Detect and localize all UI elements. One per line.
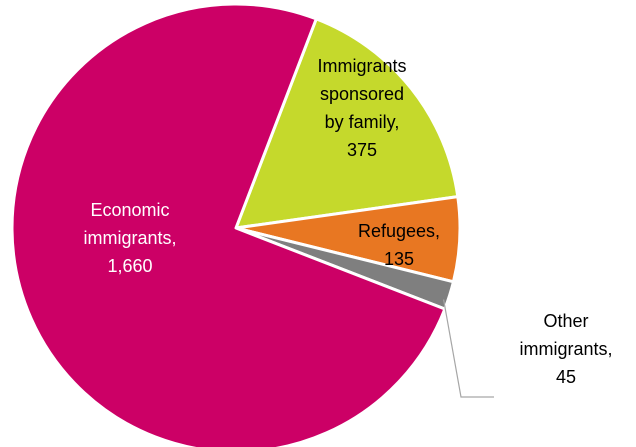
label-line: 45 (556, 367, 576, 387)
label-line: immigrants, (519, 339, 612, 359)
label-line: by family, (325, 112, 400, 132)
label-line: Other (543, 311, 588, 331)
label-refugees: Refugees, 135 (358, 221, 440, 269)
label-line: Refugees, (358, 221, 440, 241)
label-other-immigrants: Other immigrants, 45 (519, 311, 612, 387)
label-line: 1,660 (107, 256, 152, 276)
label-line: 135 (384, 249, 414, 269)
label-line: immigrants, (83, 228, 176, 248)
other-immigrants-leader-line (443, 299, 494, 398)
pie-labels: Economic immigrants, 1,660 Immigrants sponso… (83, 56, 612, 387)
label-line: sponsored (320, 84, 404, 104)
label-line: 375 (347, 140, 377, 160)
label-line: Economic (90, 200, 169, 220)
slice-immigrants-sponsored-by-family (234, 17, 460, 230)
label-line: Immigrants (317, 56, 406, 76)
label-economic-immigrants: Economic immigrants, 1,660 (83, 200, 176, 276)
pie-slices (10, 2, 462, 447)
label-immigrants-sponsored-by-family: Immigrants sponsored by family, 375 (317, 56, 406, 160)
slice-economic-immigrants (10, 2, 447, 447)
